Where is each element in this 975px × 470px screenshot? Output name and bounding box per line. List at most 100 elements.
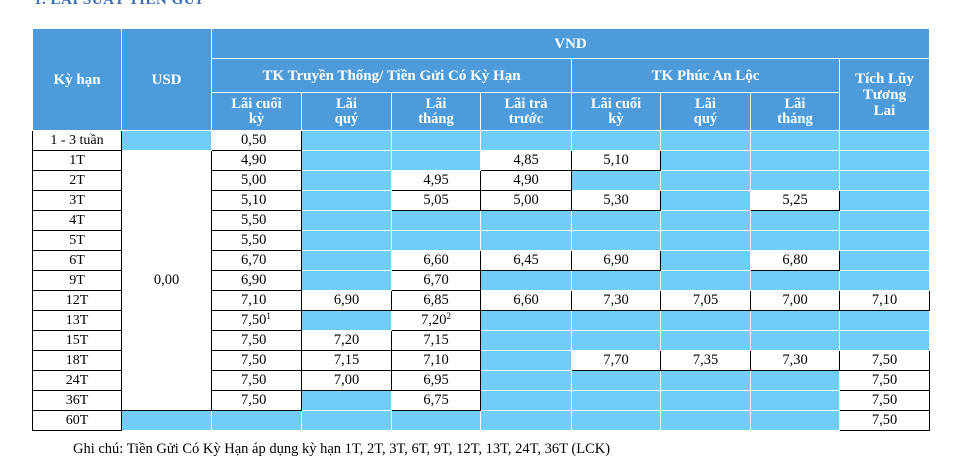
empty-cell bbox=[839, 190, 930, 211]
rate-cell: 5,25 bbox=[750, 190, 840, 211]
empty-cell bbox=[571, 370, 661, 391]
rate-cell: 7,15 bbox=[391, 330, 481, 351]
empty-cell bbox=[750, 170, 840, 191]
empty-cell bbox=[301, 230, 392, 251]
empty-cell bbox=[750, 410, 840, 431]
rate-value: 5,10 bbox=[603, 152, 629, 168]
rate-cell: 7,50 bbox=[211, 370, 302, 391]
rate-cell: 6,90 bbox=[301, 290, 392, 311]
rate-value: 7,50 bbox=[241, 332, 267, 348]
table-row: 1T 0,00 4,90 4,85 5,10 bbox=[32, 150, 930, 411]
table-row: 13T 7,501 7,202 bbox=[32, 310, 930, 331]
rate-cell: 4,95 bbox=[391, 170, 481, 191]
section-heading: 1. LÃI SUẤT TIỀN GỬI bbox=[34, 0, 203, 8]
empty-cell bbox=[750, 310, 840, 331]
empty-cell bbox=[839, 330, 930, 351]
rate-value: 7,50 bbox=[241, 372, 267, 388]
rate-cell: 6,80 bbox=[750, 250, 840, 271]
rate-value: 6,70 bbox=[423, 272, 449, 288]
term-cell: 36T bbox=[32, 390, 122, 411]
empty-cell bbox=[571, 310, 661, 331]
usd-empty-cell bbox=[121, 410, 212, 431]
rate-value: 0,50 bbox=[241, 132, 267, 148]
empty-cell bbox=[391, 230, 481, 251]
rate-value: 5,25 bbox=[782, 192, 808, 208]
header-tich-luy-tuong-lai: Tích Lũy Tương Lai bbox=[839, 58, 930, 131]
term-cell: 15T bbox=[32, 330, 122, 351]
empty-cell bbox=[480, 350, 572, 371]
empty-cell bbox=[839, 210, 930, 231]
empty-cell bbox=[750, 390, 840, 411]
rate-cell: 7,20 bbox=[301, 330, 392, 351]
empty-cell bbox=[660, 210, 751, 231]
empty-cell bbox=[660, 130, 751, 151]
rate-value: 7,15 bbox=[423, 332, 449, 348]
rate-value: 4,85 bbox=[513, 152, 539, 168]
rate-cell: 7,05 bbox=[660, 290, 751, 311]
rate-cell: 7,50 bbox=[839, 410, 930, 431]
rate-cell: 7,00 bbox=[750, 290, 840, 311]
empty-cell bbox=[750, 270, 840, 291]
rate-cell: 4,90 bbox=[480, 170, 572, 191]
header-tk-phuc-an-loc: TK Phúc An Lộc bbox=[571, 58, 840, 93]
empty-cell bbox=[301, 210, 392, 231]
empty-cell bbox=[660, 190, 751, 211]
term-cell: 60T bbox=[32, 410, 122, 431]
rate-cell: 7,30 bbox=[571, 290, 661, 311]
empty-cell bbox=[750, 330, 840, 351]
empty-cell bbox=[660, 390, 751, 411]
rate-value: 6,60 bbox=[423, 252, 449, 268]
term-cell: 4T bbox=[32, 210, 122, 231]
subheader-lai-quy-pal: Lãi quý bbox=[660, 92, 751, 131]
rate-value: 7,05 bbox=[692, 292, 719, 308]
empty-cell bbox=[301, 190, 392, 211]
empty-cell bbox=[480, 310, 572, 331]
empty-cell bbox=[480, 410, 572, 431]
rate-cell: 6,75 bbox=[391, 390, 481, 411]
term-cell: 13T bbox=[32, 310, 122, 331]
empty-cell bbox=[301, 170, 392, 191]
rate-cell: 7,10 bbox=[839, 290, 930, 311]
table-row: 1 - 3 tuần 0,50 bbox=[32, 130, 930, 151]
empty-cell bbox=[301, 150, 392, 171]
term-cell: 5T bbox=[32, 230, 122, 251]
subheader-lai-thang-pal: Lãi tháng bbox=[750, 92, 840, 131]
empty-cell bbox=[391, 150, 481, 171]
rate-value: 4,95 bbox=[423, 172, 449, 188]
empty-cell bbox=[750, 210, 840, 231]
empty-cell bbox=[301, 270, 392, 291]
rate-cell: 5,10 bbox=[571, 150, 661, 171]
term-cell: 18T bbox=[32, 350, 122, 371]
table-row: 60T 7,50 bbox=[32, 410, 930, 431]
rate-cell: 6,85 bbox=[391, 290, 481, 311]
rate-value: 7,50 bbox=[241, 312, 267, 328]
rate-value: 6,80 bbox=[782, 252, 808, 268]
rate-value: 7,00 bbox=[333, 372, 360, 388]
rate-cell: 6,90 bbox=[211, 270, 302, 291]
empty-cell bbox=[301, 130, 392, 151]
rate-cell: 7,70 bbox=[571, 350, 661, 371]
empty-cell bbox=[480, 390, 572, 411]
footnote: Ghi chú: Tiền Gửi Có Kỳ Hạn áp dụng kỳ h… bbox=[73, 441, 611, 457]
empty-cell bbox=[660, 330, 751, 351]
empty-cell bbox=[391, 410, 481, 431]
empty-cell bbox=[480, 370, 572, 391]
rate-value: 7,00 bbox=[782, 292, 808, 308]
rate-value: 7,20 bbox=[333, 332, 360, 348]
rate-cell: 5,10 bbox=[211, 190, 302, 211]
rate-cell: 4,85 bbox=[480, 150, 572, 171]
rate-value: 5,50 bbox=[241, 232, 267, 248]
rate-value: 6,75 bbox=[423, 392, 449, 408]
rate-value: 7,20 bbox=[421, 312, 447, 328]
empty-cell bbox=[839, 310, 930, 331]
rate-cell: 6,90 bbox=[571, 250, 661, 271]
rate-cell: 5,05 bbox=[391, 190, 481, 211]
empty-cell bbox=[839, 250, 930, 271]
rate-cell: 6,60 bbox=[391, 250, 481, 271]
rate-cell: 5,00 bbox=[211, 170, 302, 191]
table-header: Kỳ hạn USD VND TK Truyền Thống/ Tiền Gửi… bbox=[32, 28, 930, 131]
rate-value: 5,50 bbox=[241, 212, 267, 228]
empty-cell bbox=[391, 130, 481, 151]
rate-value: 7,50 bbox=[871, 372, 898, 388]
rate-cell: 6,70 bbox=[211, 250, 302, 271]
